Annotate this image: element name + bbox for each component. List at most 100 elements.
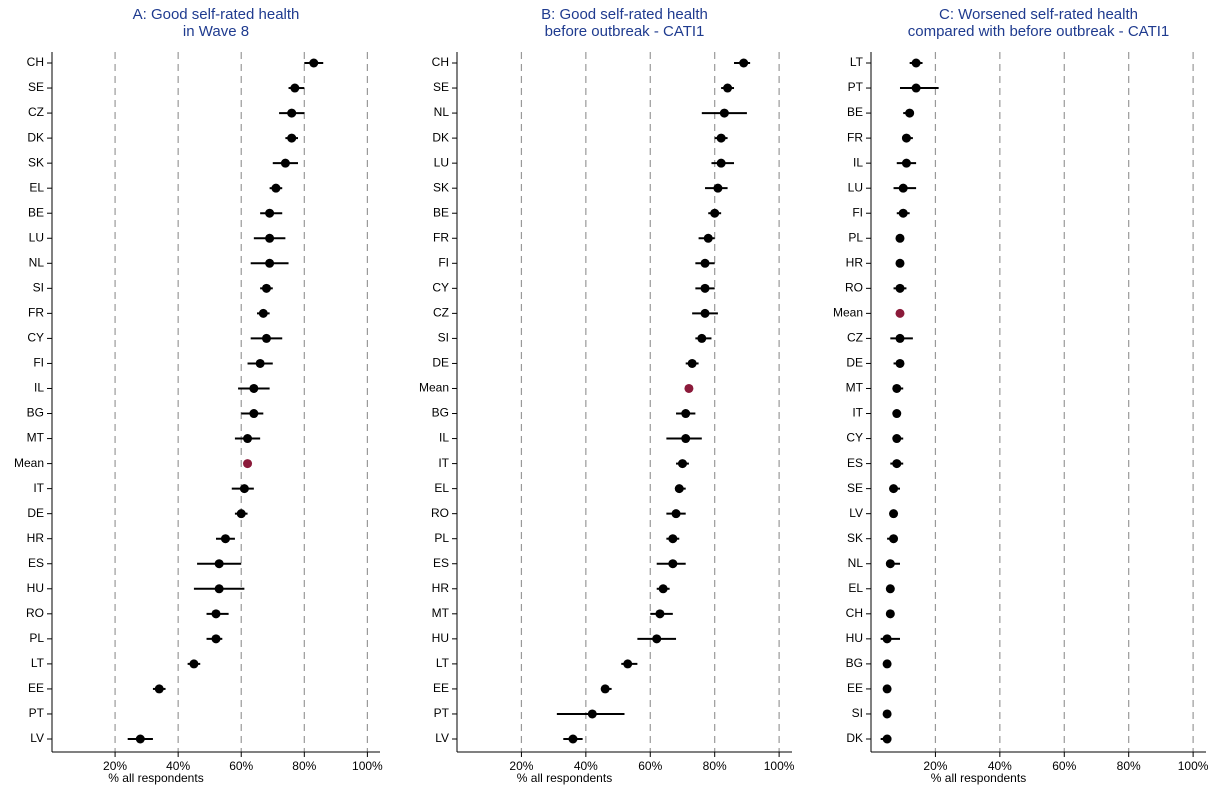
dot <box>889 484 899 494</box>
y-tick-label: CH <box>432 55 449 69</box>
y-tick-label: EE <box>847 681 863 695</box>
y-tick-label: NL <box>29 255 45 269</box>
x-tick-label: 100% <box>1178 759 1209 773</box>
y-tick-label: CY <box>432 281 449 295</box>
y-tick-label: FI <box>438 255 449 269</box>
dot <box>261 283 271 293</box>
x-tick-label: 80% <box>292 759 316 773</box>
x-tick-label: 20% <box>103 759 127 773</box>
dot <box>901 133 911 143</box>
y-tick-label: FI <box>852 205 863 219</box>
dot <box>271 183 281 193</box>
dot <box>700 283 710 293</box>
dot <box>895 358 905 368</box>
dot <box>677 459 687 469</box>
y-tick-label: SE <box>433 80 449 94</box>
dot <box>668 534 678 544</box>
dot <box>154 684 164 694</box>
dot <box>287 108 297 118</box>
y-tick-label: SE <box>847 481 863 495</box>
y-tick-label: IT <box>33 481 44 495</box>
x-tick-label: 60% <box>638 759 662 773</box>
y-tick-label: IT <box>438 456 449 470</box>
x-tick-label: 100% <box>764 759 795 773</box>
dot <box>882 734 892 744</box>
dot <box>697 333 707 343</box>
dot <box>723 83 733 93</box>
dot <box>623 659 633 669</box>
dot <box>895 258 905 268</box>
dot <box>889 534 899 544</box>
y-tick-label: MT <box>846 381 864 395</box>
dot <box>901 158 911 168</box>
dot <box>265 233 275 243</box>
dot <box>710 208 720 218</box>
x-tick-label: 20% <box>923 759 947 773</box>
y-tick-label: Mean <box>419 381 449 395</box>
dot <box>905 108 915 118</box>
y-tick-label: CY <box>27 331 44 345</box>
y-tick-label: BE <box>28 205 44 219</box>
dot <box>668 559 678 569</box>
y-tick-label: DK <box>432 130 449 144</box>
chart-title: C: Worsened self-rated health <box>939 6 1138 23</box>
dot <box>243 459 253 469</box>
y-tick-label: CH <box>846 606 863 620</box>
y-tick-label: Mean <box>833 306 863 320</box>
y-tick-label: LU <box>434 155 449 169</box>
dot <box>889 509 899 519</box>
y-tick-label: PL <box>848 230 863 244</box>
dot <box>280 158 290 168</box>
y-tick-label: NL <box>848 556 864 570</box>
y-tick-label: CY <box>846 431 863 445</box>
y-tick-label: SK <box>28 155 44 169</box>
dot <box>652 634 662 644</box>
dot <box>684 383 694 393</box>
dot <box>587 709 597 719</box>
dot <box>290 83 300 93</box>
dot <box>911 83 921 93</box>
y-tick-label: LV <box>849 506 863 520</box>
y-tick-label: MT <box>432 606 450 620</box>
y-tick-label: DK <box>27 130 44 144</box>
y-tick-label: DE <box>432 356 449 370</box>
y-tick-label: ES <box>433 556 449 570</box>
dot <box>658 584 668 594</box>
y-tick-label: HU <box>432 631 449 645</box>
dot <box>719 108 729 118</box>
dot <box>895 233 905 243</box>
dot <box>671 509 681 519</box>
dot <box>739 58 749 68</box>
dot <box>885 609 895 619</box>
y-tick-label: PT <box>848 80 864 94</box>
y-tick-label: SI <box>33 281 44 295</box>
dot <box>681 434 691 444</box>
dot <box>892 459 902 469</box>
y-tick-label: BG <box>846 656 863 670</box>
y-tick-label: ES <box>28 556 44 570</box>
dot <box>220 534 230 544</box>
y-tick-label: FI <box>33 356 44 370</box>
y-tick-label: LT <box>436 656 450 670</box>
dot <box>892 383 902 393</box>
x-tick-label: 40% <box>988 759 1012 773</box>
y-tick-label: BE <box>847 105 863 119</box>
y-tick-label: DK <box>846 731 863 745</box>
y-tick-label: CZ <box>847 331 863 345</box>
dot <box>249 383 259 393</box>
y-tick-label: SE <box>28 80 44 94</box>
y-tick-label: NL <box>434 105 450 119</box>
y-tick-label: HU <box>27 581 44 595</box>
dot <box>239 484 249 494</box>
y-tick-label: IL <box>439 431 449 445</box>
dot <box>265 258 275 268</box>
y-tick-label: EL <box>434 481 449 495</box>
y-tick-label: SK <box>847 531 863 545</box>
dot <box>265 208 275 218</box>
dot <box>882 684 892 694</box>
dot <box>236 509 246 519</box>
y-tick-label: FR <box>847 130 863 144</box>
dot <box>898 208 908 218</box>
y-tick-label: PT <box>434 706 450 720</box>
